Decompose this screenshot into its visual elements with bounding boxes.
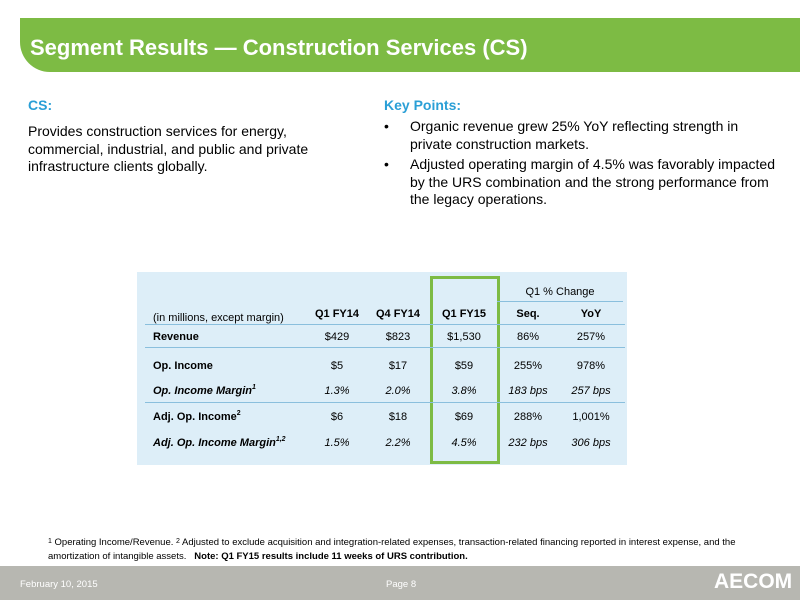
table-cell: $429 <box>324 331 350 343</box>
segment-heading: CS: <box>28 97 53 113</box>
table-cell: $823 <box>385 331 411 343</box>
col-header: Seq. <box>516 308 540 320</box>
key-point-text: Adjusted operating margin of 4.5% was fa… <box>410 156 775 207</box>
table-cell: 1.5% <box>324 437 350 449</box>
header-rule <box>145 324 625 325</box>
col-header: Q4 FY14 <box>375 308 421 320</box>
q1-fy15-highlight <box>430 276 500 464</box>
key-point-text: Organic revenue grew 25% YoY reflecting … <box>410 118 739 152</box>
table-cell: $1,530 <box>447 331 481 343</box>
aecom-logo: AECOM <box>714 570 793 593</box>
table-cell: 1,001% <box>572 411 610 423</box>
table-cell: 288% <box>513 411 543 423</box>
table-cell: $18 <box>388 411 408 423</box>
key-point-item: • Adjusted operating margin of 4.5% was f… <box>384 156 784 209</box>
table-cell: $17 <box>388 360 408 372</box>
row-label: Op. Income <box>153 360 213 372</box>
table-cell: 255% <box>513 360 543 372</box>
key-points-list: • Organic revenue grew 25% YoY reflecting… <box>384 118 784 212</box>
key-point-item: • Organic revenue grew 25% YoY reflecting… <box>384 118 784 153</box>
col-header: Q1 FY14 <box>314 308 360 320</box>
results-table <box>137 272 627 465</box>
table-cell: 2.2% <box>385 437 411 449</box>
col-header: YoY <box>580 308 602 320</box>
table-cell: 232 bps <box>508 437 548 449</box>
row-label: Adj. Op. Income Margin1,2 <box>153 436 286 449</box>
table-cell: 257 bps <box>571 385 611 397</box>
segment-description: Provides construction services for energ… <box>28 123 309 174</box>
slide-title: Segment Results — Construction Services … <box>30 35 528 60</box>
bullet-icon: • <box>384 118 389 134</box>
table-cell: 4.5% <box>451 437 477 449</box>
change-group-header: Q1 % Change <box>525 286 595 298</box>
table-cell: 3.8% <box>451 385 477 397</box>
table-cell: $6 <box>330 411 344 423</box>
col-header: Q1 FY15 <box>441 308 487 320</box>
table-cell: 978% <box>576 360 606 372</box>
table-cell: 183 bps <box>508 385 548 397</box>
footer-date: February 10, 2015 <box>20 579 98 590</box>
bullet-icon: • <box>384 156 389 172</box>
table-cell: 86% <box>516 331 540 343</box>
row-label: Adj. Op. Income2 <box>153 410 241 423</box>
row-rule <box>145 402 625 403</box>
table-cell: 257% <box>576 331 606 343</box>
key-points-heading: Key Points: <box>384 97 462 113</box>
table-cell: $69 <box>454 411 474 423</box>
row-rule <box>145 347 625 348</box>
row-label: Op. Income Margin1 <box>153 384 256 397</box>
unit-label: (in millions, except margin) <box>153 312 284 324</box>
table-cell: $5 <box>330 360 344 372</box>
footnote-note: Note: Q1 FY15 results include 11 weeks o… <box>194 551 468 562</box>
footer-bar <box>0 566 800 600</box>
table-cell: 2.0% <box>385 385 411 397</box>
page-number: Page 8 <box>386 579 417 590</box>
row-label: Revenue <box>153 331 199 343</box>
footnote: 1 Operating Income/Revenue. 2 Adjusted t… <box>48 537 736 562</box>
table-cell: 306 bps <box>571 437 611 449</box>
group-header-rule <box>497 301 623 302</box>
table-cell: 1.3% <box>324 385 350 397</box>
title-bar: Segment Results — Construction Services … <box>20 18 800 72</box>
table-cell: $59 <box>454 360 474 372</box>
